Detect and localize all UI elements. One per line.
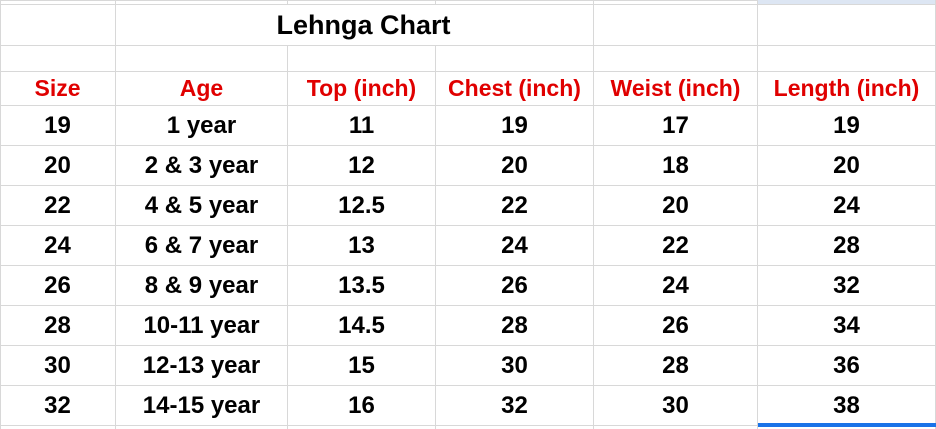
table-cell[interactable]: 15: [288, 346, 436, 386]
table-cell[interactable]: 28: [436, 306, 594, 346]
table-cell[interactable]: 38: [758, 386, 936, 426]
sliver-cell: [436, 0, 594, 5]
table-cell[interactable]: 20: [758, 146, 936, 186]
table-cell[interactable]: 36: [758, 346, 936, 386]
table-cell[interactable]: 20: [436, 146, 594, 186]
selection-border: [758, 423, 936, 427]
sliver-cell: [594, 0, 758, 5]
table-cell[interactable]: [758, 46, 936, 72]
sliver-cell: [594, 426, 758, 429]
sliver-cell: [288, 426, 436, 429]
table-cell[interactable]: 22: [594, 226, 758, 266]
table-cell[interactable]: 32: [0, 386, 116, 426]
table-cell[interactable]: 24: [0, 226, 116, 266]
header-top[interactable]: Top (inch): [288, 72, 436, 106]
table-cell[interactable]: 6 & 7 year: [116, 226, 288, 266]
sliver-cell: [116, 0, 288, 5]
table-cell[interactable]: 24: [758, 186, 936, 226]
sliver-cell: [436, 426, 594, 429]
table-cell[interactable]: [0, 46, 116, 72]
table-cell[interactable]: 30: [436, 346, 594, 386]
table-cell[interactable]: 13.5: [288, 266, 436, 306]
table-cell[interactable]: 14.5: [288, 306, 436, 346]
table-cell[interactable]: 2 & 3 year: [116, 146, 288, 186]
table-cell[interactable]: [288, 46, 436, 72]
table-cell[interactable]: 12-13 year: [116, 346, 288, 386]
table-cell[interactable]: 24: [436, 226, 594, 266]
table-cell[interactable]: 22: [0, 186, 116, 226]
table-cell[interactable]: 19: [0, 106, 116, 146]
table-cell[interactable]: 19: [436, 106, 594, 146]
sliver-cell: [0, 0, 116, 5]
table-cell[interactable]: 4 & 5 year: [116, 186, 288, 226]
table-cell[interactable]: 26: [594, 306, 758, 346]
table-cell[interactable]: [116, 46, 288, 72]
header-size[interactable]: Size: [0, 72, 116, 106]
table-cell[interactable]: 26: [436, 266, 594, 306]
table-cell[interactable]: [758, 5, 936, 46]
table-cell[interactable]: 11: [288, 106, 436, 146]
sliver-cell: [116, 426, 288, 429]
table-cell[interactable]: 16: [288, 386, 436, 426]
table-cell[interactable]: 30: [0, 346, 116, 386]
table-cell[interactable]: 22: [436, 186, 594, 226]
table-cell[interactable]: 1 year: [116, 106, 288, 146]
table-cell[interactable]: 17: [594, 106, 758, 146]
table-cell[interactable]: 20: [594, 186, 758, 226]
table-cell[interactable]: [594, 5, 758, 46]
table-cell[interactable]: 28: [0, 306, 116, 346]
header-age[interactable]: Age: [116, 72, 288, 106]
table-cell[interactable]: 30: [594, 386, 758, 426]
table-cell[interactable]: 13: [288, 226, 436, 266]
table-cell[interactable]: 8 & 9 year: [116, 266, 288, 306]
table-cell[interactable]: 20: [0, 146, 116, 186]
table-cell[interactable]: 28: [594, 346, 758, 386]
table-cell[interactable]: 34: [758, 306, 936, 346]
table-cell[interactable]: 28: [758, 226, 936, 266]
table-cell[interactable]: [0, 5, 116, 46]
table-cell[interactable]: 10-11 year: [116, 306, 288, 346]
header-weist[interactable]: Weist (inch): [594, 72, 758, 106]
header-chest[interactable]: Chest (inch): [436, 72, 594, 106]
table-cell[interactable]: 19: [758, 106, 936, 146]
table-cell[interactable]: 18: [594, 146, 758, 186]
sliver-cell: [0, 426, 116, 429]
table-cell[interactable]: [436, 46, 594, 72]
table-cell[interactable]: 14-15 year: [116, 386, 288, 426]
sliver-cell: [288, 0, 436, 5]
table-cell[interactable]: [594, 46, 758, 72]
table-cell[interactable]: 32: [436, 386, 594, 426]
table-cell[interactable]: 32: [758, 266, 936, 306]
header-length[interactable]: Length (inch): [758, 72, 936, 106]
sheet-title[interactable]: Lehnga Chart: [116, 5, 594, 46]
table-cell[interactable]: 12: [288, 146, 436, 186]
table-cell[interactable]: 12.5: [288, 186, 436, 226]
table-cell[interactable]: 24: [594, 266, 758, 306]
table-cell[interactable]: 26: [0, 266, 116, 306]
